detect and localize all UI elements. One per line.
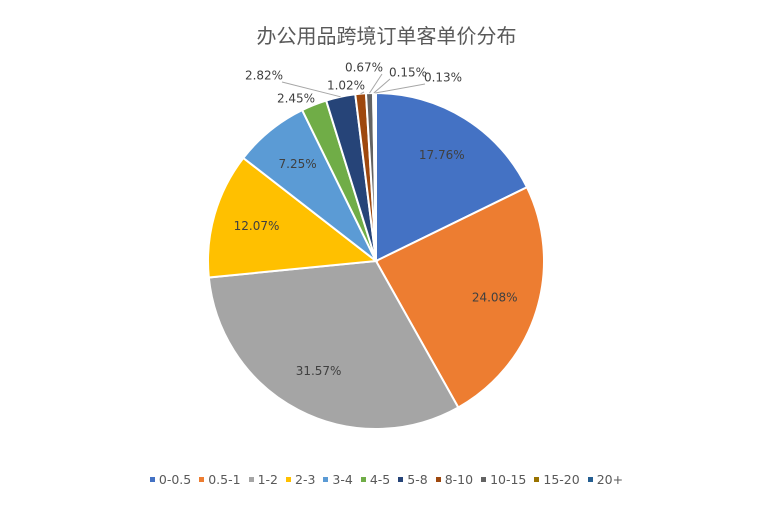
data-label-0-0.5: 17.76% [419, 148, 465, 162]
legend-swatch [248, 477, 254, 482]
legend-swatch [199, 477, 205, 482]
legend-swatch [398, 477, 404, 482]
legend-item-20+: 20+ [587, 471, 624, 487]
legend-item-0-0.5: 0-0.5 [149, 471, 192, 487]
legend-swatch [323, 477, 329, 482]
legend-item-3-4: 3-4 [323, 471, 353, 487]
legend-item-2-3: 2-3 [286, 471, 315, 487]
data-label-8-10: 1.02% [327, 79, 365, 93]
legend-swatch [360, 477, 366, 482]
pie-slice-2-3 [207, 156, 379, 279]
leader-lines [281, 73, 426, 105]
legend-swatch [286, 477, 291, 482]
legend: 0-0.5 0.5-1 1-2 2-3 3-4 4-5 5-8 8-10 10-15 15-20 2… [0, 471, 773, 487]
legend-label: 4-5 [369, 472, 391, 487]
legend-swatch [149, 477, 155, 482]
legend-swatch [587, 477, 593, 482]
legend-item-8-10: 8-10 [435, 471, 474, 487]
legend-swatch [481, 477, 487, 482]
data-label-10-15: 0.67% [345, 61, 383, 75]
leader-line-10-15 [369, 73, 383, 94]
data-label-1-2: 31.57% [296, 364, 342, 378]
legend-label: 0-0.5 [158, 472, 192, 487]
data-labels: 17.76% 24.08% 31.57% 12.07% 7.25% 2.45% 2.82% 1… [234, 61, 518, 378]
data-label-2-3: 12.07% [234, 219, 280, 233]
data-label-15-20: 0.15% [389, 66, 427, 80]
legend-item-0.5-1: 0.5-1 [199, 471, 241, 487]
data-label-3-4: 7.25% [279, 157, 317, 171]
legend-item-4-5: 4-5 [360, 471, 391, 487]
data-label-4-5: 2.45% [277, 92, 315, 106]
legend-label: 5-8 [407, 472, 428, 487]
legend-item-15-20: 15-20 [534, 471, 580, 487]
legend-item-10-15: 10-15 [481, 471, 526, 487]
leader-line-5-8 [281, 81, 341, 98]
legend-label: 0.5-1 [208, 472, 241, 487]
legend-label: 10-15 [490, 472, 527, 487]
leader-line-8-10 [360, 91, 365, 95]
legend-label: 1-2 [257, 472, 278, 487]
data-label-5-8: 2.82% [245, 69, 283, 83]
legend-label: 15-20 [543, 472, 580, 487]
legend-label: 2-3 [295, 472, 316, 487]
pie-slices [207, 91, 545, 430]
data-label-20+: 0.13% [424, 71, 462, 85]
leader-line-20+ [375, 83, 426, 94]
pie-slice-20+ [373, 91, 377, 262]
legend-label: 8-10 [444, 472, 474, 487]
legend-swatch [534, 477, 540, 482]
legend-label: 20+ [596, 472, 624, 487]
chart-title: 办公用品跨境订单客单价分布 [256, 24, 517, 48]
pie-slice-0.5-1 [374, 185, 545, 409]
pie-slice-0-0.5 [375, 91, 529, 263]
pie-slice-1-2 [207, 259, 460, 430]
legend-item-5-8: 5-8 [398, 471, 428, 487]
leader-line-15-20 [373, 78, 391, 94]
legend-item-1-2: 1-2 [248, 471, 278, 487]
data-label-0.5-1: 24.08% [472, 291, 518, 305]
legend-label: 3-4 [332, 472, 353, 487]
legend-swatch [435, 477, 441, 482]
